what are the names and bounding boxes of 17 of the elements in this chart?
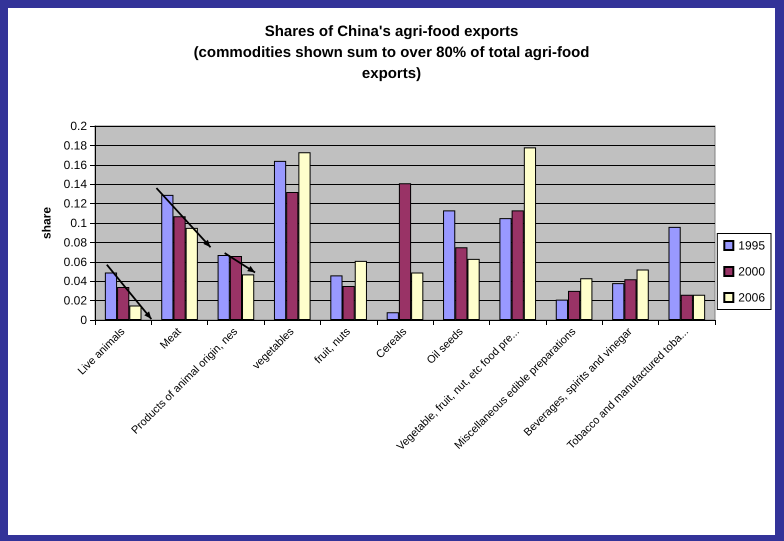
y-tick-label: 0.16: [64, 158, 88, 172]
chart-title: Shares of China's agri-food exports (commodities shown sum to over 80% of total agri-food exports): [194, 23, 590, 82]
y-tick-label: 0.18: [64, 138, 88, 152]
y-tick-label: 0.02: [64, 294, 88, 308]
y-tick-label: 0.06: [64, 254, 88, 269]
x-tick-label: fruit, nuts: [312, 325, 354, 366]
y-tick-label: 0.12: [64, 196, 88, 211]
legend-label: 1995: [738, 238, 766, 252]
y-tick-label: 0: [80, 313, 88, 327]
y-tick-label: 0.08: [64, 235, 88, 250]
legend-label: 2000: [738, 264, 766, 278]
legend-label: 2006: [738, 290, 766, 304]
y-tick-label: 0.14: [64, 177, 88, 192]
y-axis-title: share: [40, 206, 54, 240]
y-tick-label: 0.1: [70, 216, 88, 230]
y-tick-label: 0.04: [64, 274, 88, 288]
y-tick-label: 0.2: [70, 119, 88, 133]
